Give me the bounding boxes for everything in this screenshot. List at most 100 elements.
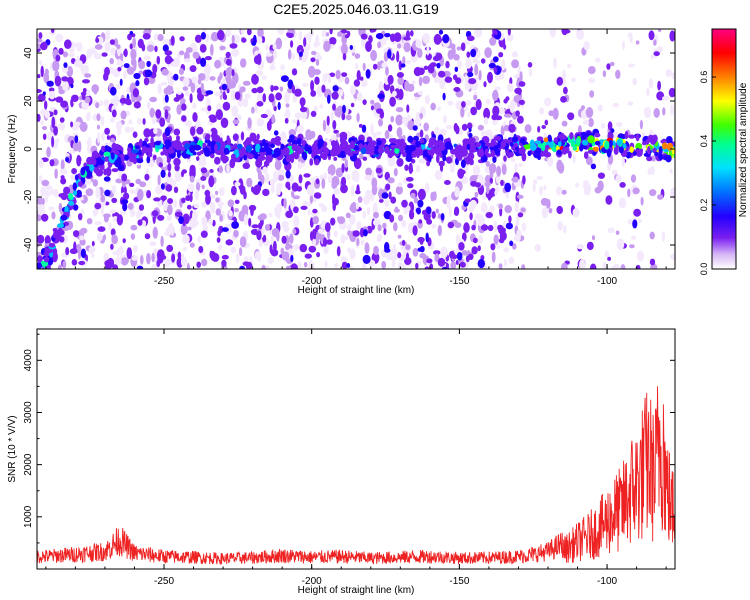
spectrogram-blob (173, 97, 180, 102)
spectrogram-blob (548, 208, 553, 214)
spectrogram-signal-blob (390, 144, 397, 149)
spectrogram-blob (307, 208, 311, 216)
spectrogram-blob (669, 30, 675, 42)
spectrogram-blob (408, 162, 413, 175)
spectrogram-blob (575, 182, 580, 188)
spectrogram-blob (166, 244, 174, 252)
spectrogram-blob (454, 186, 460, 198)
spectrogram-blob (71, 259, 78, 266)
spectrogram-blob (187, 183, 195, 192)
spectrogram-blob (201, 184, 205, 190)
spectrogram-blob (242, 162, 251, 169)
spectrogram-blob (239, 236, 247, 248)
spectrogram-blob (335, 167, 344, 178)
spectrogram-blob (553, 57, 557, 69)
spectrogram-signal-blob (622, 143, 627, 149)
spectrogram-blob (78, 250, 81, 260)
spectrogram-blob (600, 123, 606, 129)
spectrogram-blob (487, 192, 492, 201)
spectrogram-blob (189, 217, 197, 229)
spectrogram-blob (327, 165, 333, 176)
spectrogram-blob (293, 215, 300, 228)
spectrogram-blob (396, 127, 403, 138)
spectrogram-blob (38, 60, 43, 65)
spectrogram-blob (174, 171, 182, 182)
spectrogram-blob (211, 252, 220, 262)
spectrogram-blob (54, 188, 59, 198)
spectrogram-blob (229, 158, 236, 169)
spectrogram-blob (256, 36, 263, 44)
spectrogram-blob (477, 235, 484, 245)
spectrogram-blob (497, 106, 505, 115)
spectrogram-blob (167, 198, 174, 204)
spectrogram-blob (633, 208, 641, 217)
spectrogram-signal-blob (131, 149, 139, 154)
spectrogram-blob (344, 235, 349, 241)
spectrogram-signal-blob (592, 146, 599, 152)
spectrogram-blob (115, 257, 122, 265)
spectrogram-signal-blob (111, 168, 119, 173)
spectrogram-blob (627, 101, 634, 106)
spectrogram-blob (97, 232, 103, 242)
spectrogram-blob (403, 42, 411, 53)
spectrogram-blob (124, 98, 132, 105)
spectrogram-blob (157, 174, 161, 187)
spectrogram-blob (132, 88, 140, 98)
spectrogram-blob (44, 185, 53, 191)
spectrogram-blob (514, 200, 519, 213)
spectrogram-blob (378, 198, 384, 203)
spectrogram-blob (138, 70, 144, 75)
spectrogram-blob (327, 75, 332, 84)
spectrogram-blob (362, 99, 367, 105)
spectrogram-blob (360, 239, 365, 246)
spectrogram-blob (572, 208, 580, 218)
spectrogram-blob (336, 246, 341, 257)
spectrogram-blob (412, 225, 418, 236)
spectrogram-blob (485, 174, 491, 183)
spectrogram-signal-blob (569, 132, 574, 140)
spectrogram-blob (125, 126, 131, 133)
spectrogram-signal-blob (500, 140, 507, 148)
spectrogram-blob (174, 211, 183, 218)
spectrogram-blob (377, 41, 382, 49)
spectrogram-blob (256, 230, 262, 241)
spectrogram-blob (138, 60, 146, 70)
spectrogram-blob (672, 72, 675, 79)
spectrogram-blob (618, 197, 627, 209)
spectrogram-blob (91, 240, 95, 247)
spectrogram-blob (117, 66, 122, 72)
spectrogram-signal-blob (223, 147, 230, 155)
spectrogram-blob (267, 257, 274, 264)
spectrogram-signal-blob (521, 137, 526, 146)
spectrogram-signal-blob (654, 151, 659, 157)
spectrogram-blob (375, 167, 382, 174)
spectrogram-blob (484, 47, 492, 59)
spectrogram-signal-blob (494, 145, 499, 150)
spectrogram-blob (157, 34, 164, 42)
spectrogram-blob (627, 188, 631, 198)
spectrogram-blob (247, 117, 252, 129)
spectrogram-blob (167, 162, 172, 172)
spectrogram-blob (304, 48, 309, 59)
spectrogram-blob (53, 109, 58, 116)
spectrogram-blob (511, 158, 516, 163)
spectrogram-blob (557, 221, 563, 231)
spectrogram-signal-blob (311, 143, 319, 153)
spectrogram-blob (143, 55, 151, 60)
spectrogram-blob (505, 222, 513, 230)
spectrogram-blob (111, 197, 118, 204)
spectrogram-blob (498, 238, 505, 244)
spectrogram-blob (209, 169, 214, 173)
spectrogram-blob (426, 258, 433, 264)
spectrogram-blob (390, 196, 397, 204)
spectrogram-blob (433, 76, 441, 84)
spectrogram-blob (362, 62, 366, 71)
spectrogram-blob (489, 205, 495, 213)
spectrogram-signal-blob (388, 138, 394, 143)
spectrogram-blob (372, 132, 378, 139)
spectrogram-blob (299, 243, 308, 253)
spectrogram-blob (336, 105, 344, 115)
spectrogram-blob (492, 105, 500, 117)
spectrogram-blob (137, 188, 144, 201)
